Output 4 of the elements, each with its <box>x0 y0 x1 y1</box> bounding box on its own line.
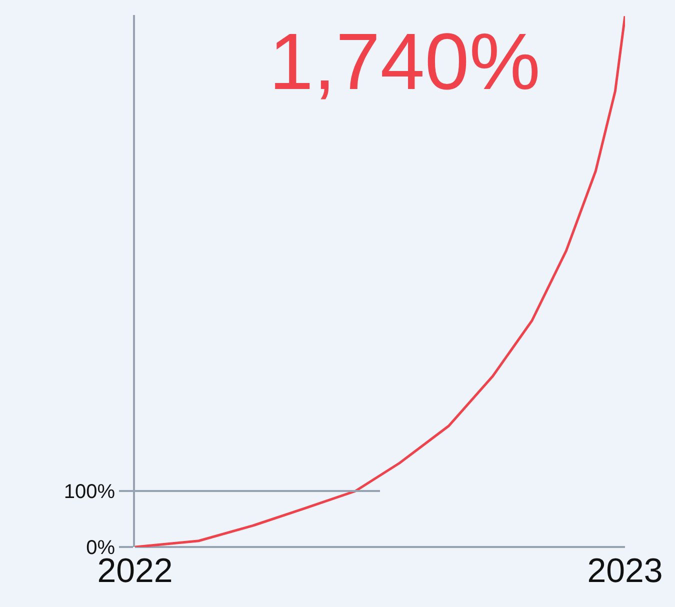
y-tick-label: 0% <box>86 537 116 559</box>
x-tick-label: 2023 <box>587 552 663 590</box>
y-tick-label: 100% <box>64 481 116 503</box>
annotation: 1,740% <box>269 17 540 106</box>
